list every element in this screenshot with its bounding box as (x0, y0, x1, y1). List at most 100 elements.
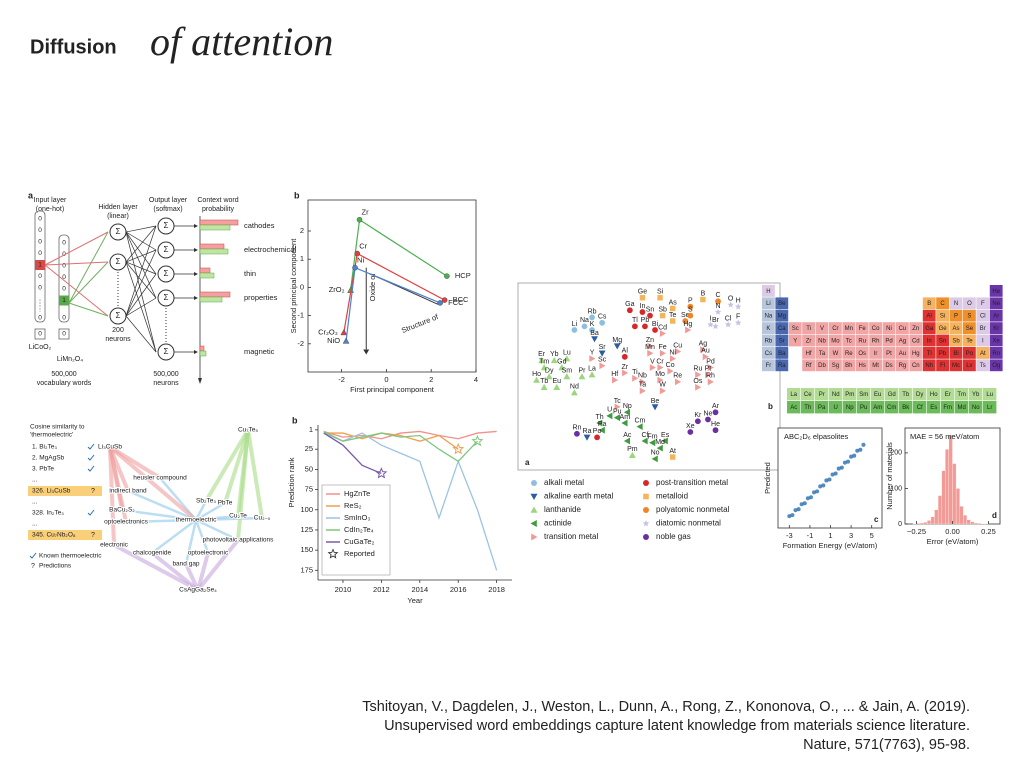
element-label: Rn (572, 425, 581, 432)
graph-node: Sb₂Te₃ (196, 498, 216, 505)
data-point (834, 472, 838, 476)
element-label: Hg (683, 321, 692, 328)
legend-label: post-transition metal (656, 478, 728, 487)
element-symbol: C (940, 301, 945, 307)
panel-label: b (292, 415, 298, 425)
element-point (627, 307, 633, 313)
element-symbol: Ne (992, 301, 1000, 307)
layer-label: (softmax) (153, 206, 182, 213)
element-point (713, 409, 719, 415)
element-symbol: Pa (818, 405, 826, 411)
legend-label: SmInO₃ (344, 513, 370, 522)
legend-label: diatomic nonmetal (656, 519, 721, 528)
rank-item: 2. MgAgSb (32, 455, 65, 462)
prob-bar (200, 297, 222, 302)
element-label: Ru (693, 366, 702, 373)
neuron-symbol: Σ (164, 347, 169, 356)
hist-bar (963, 515, 967, 524)
element-symbol: Pt (886, 351, 892, 357)
element-label: Hf (611, 371, 618, 378)
element-label: Zn (646, 337, 654, 344)
element-symbol: Th (804, 405, 811, 411)
data-point (821, 483, 825, 487)
element-symbol: Si (940, 314, 945, 320)
neuron-symbol: Σ (164, 269, 169, 278)
hist-bar (970, 522, 974, 524)
hist-bar (960, 506, 964, 524)
hist-bar (924, 522, 928, 524)
element-symbol: N (954, 301, 958, 307)
element-point (670, 306, 675, 311)
element-symbol: Nh (925, 363, 933, 369)
y-tick-label: 50 (305, 464, 313, 473)
element-symbol: Rh (872, 338, 880, 344)
element-symbol: Rb (765, 338, 773, 344)
prob-bar (200, 249, 228, 254)
y-axis-label: Prediction rank (287, 457, 296, 507)
element-label: Nd (570, 383, 579, 390)
hist-bar (938, 496, 942, 524)
element-symbol: P (954, 314, 958, 320)
x-tick-label: -1 (807, 531, 814, 540)
point-label: Cr (359, 242, 367, 251)
element-label: La (588, 366, 596, 373)
element-label: Pa (598, 421, 607, 428)
element-label: Mo (655, 371, 665, 378)
element-symbol: Rg (899, 363, 907, 369)
element-symbol: Po (966, 351, 974, 357)
element-symbol: Mg (778, 314, 786, 320)
element-symbol: Ti (806, 326, 811, 332)
element-symbol: U (834, 405, 838, 411)
element-point (700, 297, 705, 302)
element-symbol: Sb (952, 338, 960, 344)
element-symbol: Cs (765, 351, 772, 357)
element-label: V (650, 358, 655, 365)
bit: 0 (38, 331, 42, 338)
y-tick-label: 2 (300, 226, 304, 235)
element-label: Li (572, 321, 578, 328)
element-label: B (701, 290, 706, 297)
element-symbol: Zr (806, 338, 812, 344)
element-point (670, 318, 675, 323)
element-label: Gd (557, 358, 566, 365)
graph-node: electronic (100, 542, 129, 549)
data-point (840, 466, 844, 470)
rank-item: ... (32, 521, 38, 528)
x-tick-label: 2016 (450, 585, 467, 594)
data-point (861, 443, 865, 447)
element-symbol: Mn (845, 326, 853, 332)
element-symbol: Tm (957, 392, 966, 398)
point-label: NiO (327, 336, 340, 345)
element-label: Cr (656, 358, 664, 365)
element-symbol: Fr (766, 363, 772, 369)
panel-label: b (294, 190, 300, 200)
data-point (815, 489, 819, 493)
element-label: Mg (612, 337, 622, 344)
element-label: K (590, 321, 595, 328)
element-label: Ba (590, 330, 599, 337)
element-label: Dy (545, 367, 554, 374)
prob-bar (200, 244, 224, 249)
element-point (582, 323, 588, 329)
point-label: Zr (362, 208, 370, 217)
element-symbol: Eu (874, 392, 881, 398)
element-point (670, 454, 675, 459)
element-point (632, 323, 638, 329)
element-symbol: Ce (804, 392, 812, 398)
legend-swatch (531, 480, 537, 486)
x-tick-label: 0 (384, 375, 388, 384)
element-label: Ar (712, 403, 720, 410)
context-word: thin (244, 269, 256, 278)
element-point (695, 418, 701, 424)
data-point (852, 454, 856, 458)
data-point (846, 460, 850, 464)
element-symbol: Cr (832, 326, 838, 332)
element-label: Rb (588, 308, 597, 315)
point (438, 300, 443, 305)
y-tick-label: 175 (300, 565, 313, 574)
element-symbol: Mo (831, 338, 840, 344)
layer-label: Hidden layer (98, 204, 138, 211)
element-symbol: Be (778, 301, 786, 307)
layer-label: (linear) (107, 213, 129, 220)
neuron-symbol: Σ (116, 227, 121, 236)
